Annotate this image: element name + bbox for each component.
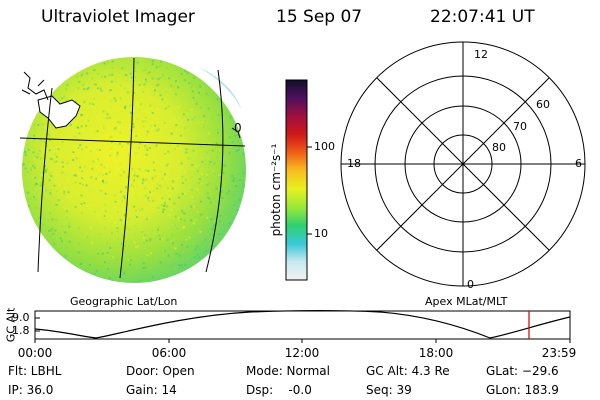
- status-glon: GLon: 183.9: [486, 383, 559, 397]
- alt-xtick-0: 00:00: [17, 346, 53, 360]
- longitude-line-2: [119, 57, 135, 279]
- status-glat: GLat: −29.6: [486, 364, 559, 378]
- alt-xtick-4: 23:59: [541, 346, 577, 360]
- geo-marker-label: 0: [234, 121, 242, 135]
- altitude-plot: [34, 309, 571, 343]
- alt-ymax-label: 9.0: [12, 311, 30, 324]
- observation-date: 15 Sep 07: [276, 7, 363, 27]
- color-bar: [285, 79, 312, 281]
- mlt-6-label: 6: [575, 157, 582, 170]
- colorbar-tick-100: 100: [314, 140, 335, 153]
- status-dsp: Dsp: -0.0: [246, 383, 312, 397]
- longitude-line-1: [37, 87, 53, 273]
- polar-panel-label: Apex MLat/MLT: [425, 295, 508, 308]
- geo-panel-label: Geographic Lat/Lon: [70, 295, 178, 308]
- image-noise: [22, 60, 246, 282]
- alt-ymin-label: 1.8: [12, 324, 30, 337]
- status-filter: Flt: LBHL: [8, 364, 62, 378]
- altitude-curve: [34, 309, 571, 339]
- status-gain: Gain: 14: [126, 383, 177, 397]
- status-mode: Mode: Normal: [246, 364, 330, 378]
- mlat-70-label: 70: [513, 120, 527, 133]
- mlt-12-label: 12: [474, 48, 488, 61]
- alt-xtick-3: 18:00: [418, 346, 454, 360]
- status-gc-alt: GC Alt: 4.3 Re: [366, 364, 450, 378]
- coastline-lines: [21, 71, 49, 101]
- mlat-60-label: 60: [536, 98, 550, 111]
- status-ip: IP: 36.0: [8, 383, 54, 397]
- coastline-shape: [37, 95, 81, 129]
- alt-xtick-1: 06:00: [151, 346, 187, 360]
- status-door: Door: Open: [126, 364, 195, 378]
- mlt-0-label: 0: [467, 278, 474, 291]
- instrument-title: Ultraviolet Imager: [41, 7, 195, 27]
- longitude-line-3: [205, 69, 224, 273]
- mlt-18-label: 18: [347, 157, 361, 170]
- latitude-line: [19, 137, 246, 147]
- status-seq: Seq: 39: [366, 383, 412, 397]
- colorbar-tick-10: 10: [314, 227, 328, 240]
- polar-plot: [340, 41, 586, 287]
- colorbar-unit-label: photon cm⁻²s⁻¹: [269, 143, 283, 237]
- alt-xtick-2: 12:00: [284, 346, 320, 360]
- mlat-80-label: 80: [492, 141, 506, 154]
- observation-time: 22:07:41 UT: [430, 7, 535, 27]
- uv-image-disk: [19, 57, 246, 283]
